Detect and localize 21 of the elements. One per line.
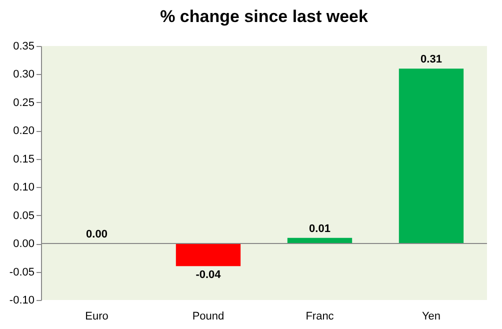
data-label: 0.00 <box>86 228 108 241</box>
data-label: -0.04 <box>196 269 222 282</box>
x-tick-label: Euro <box>85 310 108 322</box>
y-tick-label: -0.05 <box>9 266 34 278</box>
y-tick-label: 0.35 <box>13 40 34 52</box>
data-label: 0.31 <box>420 54 442 66</box>
y-tick-label: 0.30 <box>13 68 34 81</box>
y-tick-label: 0.25 <box>13 96 34 109</box>
bar <box>176 244 241 266</box>
x-tick-label: Pound <box>192 310 224 322</box>
x-tick-label: Yen <box>422 310 441 322</box>
y-tick-label: 0.20 <box>13 125 34 138</box>
y-tick-label: 0.05 <box>13 210 34 222</box>
y-tick-label: 0.15 <box>13 153 34 166</box>
y-tick-label: 0.00 <box>13 238 34 250</box>
bar <box>398 68 464 244</box>
y-tick-label: -0.10 <box>9 294 34 306</box>
chart-title: % change since last week <box>160 7 368 26</box>
x-tick-label: Franc <box>306 310 334 322</box>
y-tick-label: 0.10 <box>13 182 34 194</box>
data-label: 0.01 <box>309 222 330 235</box>
